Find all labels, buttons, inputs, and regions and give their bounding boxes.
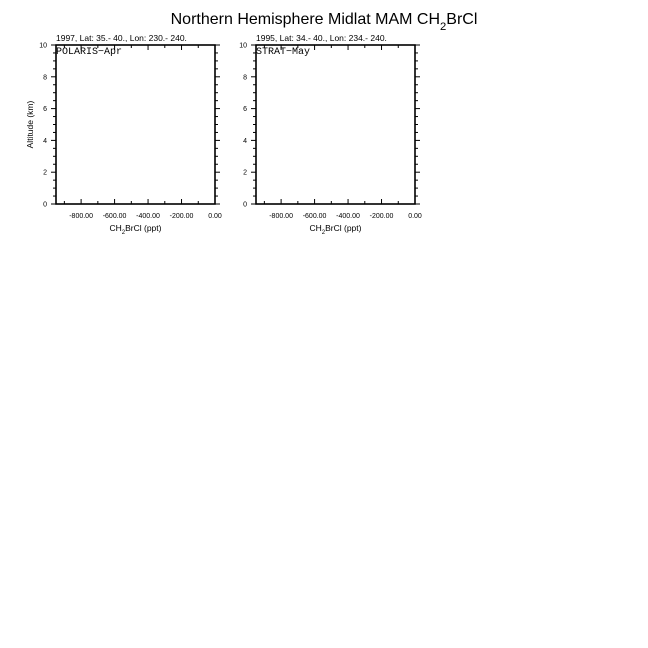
y-tick-label: 4 [243,138,247,145]
y-axis-label: Altitude (km) [25,100,35,148]
y-tick-label: 2 [243,170,247,177]
x-tick-label: -400.00 [336,213,360,220]
y-tick-label: 4 [43,138,47,145]
panel-2: -800.00 -600.00 -400.00 -200.00 0.00 0 2 4 6 8 10 1… [239,33,422,220]
x-axis-label: CH2BrCl (ppt) [110,223,162,236]
panel-annotation: POLARIS−Apr [56,47,122,58]
x-tick-label: 0.00 [208,213,222,220]
x-axis-label: CH2BrCl (ppt) [310,223,362,236]
x-tick-label: -200.00 [370,213,394,220]
x-tick-label: 0.00 [408,213,422,220]
y-tick-label: 8 [243,74,247,81]
y-tick-label: 10 [239,43,247,50]
x-tick-label: -600.00 [103,213,127,220]
x-tick-label: -600.00 [303,213,327,220]
panel-annotation: STRAT−May [256,47,310,58]
y-tick-label: 0 [43,202,47,209]
y-tick-label: 8 [43,74,47,81]
plot-frame [55,44,216,205]
plot-frame [255,44,416,205]
y-tick-label: 2 [43,170,47,177]
x-tick-label: -800.00 [69,213,93,220]
x-tick-label: -800.00 [269,213,293,220]
panel-subtitle: 1995, Lat: 34.- 40., Lon: 234.- 240. [256,33,387,43]
panel-subtitle: 1997, Lat: 35.- 40., Lon: 230.- 240. [56,33,187,43]
x-tick-label: -200.00 [170,213,194,220]
y-tick-label: 6 [43,106,47,113]
y-tick-label: 0 [243,202,247,209]
y-tick-label: 10 [39,43,47,50]
y-tick-label: 6 [243,106,247,113]
x-tick-label: -400.00 [136,213,160,220]
panel-1: -800.00 -600.00 -400.00 -200.00 0.00 0 2 4 6 8 10 1… [25,33,222,220]
chart-title: Northern Hemisphere Midlat MAM CH2BrCl [171,11,478,33]
